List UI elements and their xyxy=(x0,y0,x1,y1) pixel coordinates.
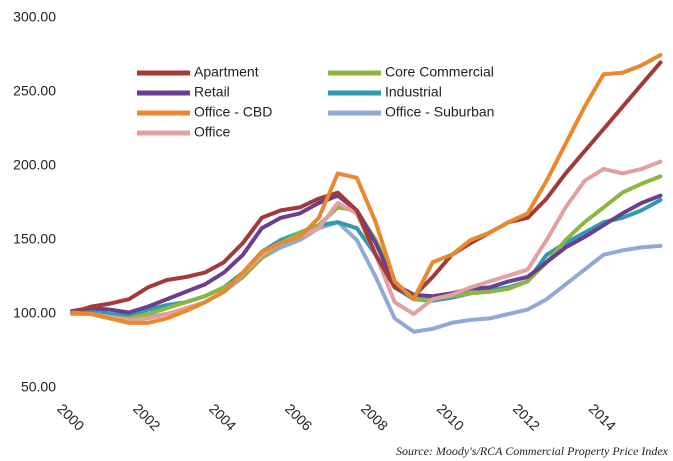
legend-label: Apartment xyxy=(194,64,259,80)
y-tick-label: 150.00 xyxy=(13,231,56,247)
x-tick-label: 2010 xyxy=(434,400,467,433)
legend-label: Office xyxy=(194,124,231,140)
x-tick-label: 2000 xyxy=(54,400,87,433)
y-tick-label: 50.00 xyxy=(21,379,56,395)
x-tick-label: 2012 xyxy=(510,400,543,433)
legend-label: Retail xyxy=(194,84,230,100)
series-line xyxy=(70,53,663,325)
y-tick-label: 300.00 xyxy=(13,9,56,25)
x-tick-label: 2004 xyxy=(206,400,239,433)
y-tick-label: 200.00 xyxy=(13,157,56,173)
legend-label: Office - CBD xyxy=(194,104,272,120)
legend-label: Office - Suburban xyxy=(385,104,494,120)
source-note: Source: Moody's/RCA Commercial Property … xyxy=(396,444,669,458)
series-line xyxy=(70,60,663,315)
y-tick-label: 250.00 xyxy=(13,83,56,99)
legend-label: Industrial xyxy=(385,84,442,100)
x-tick-label: 2008 xyxy=(358,400,391,433)
x-tick-label: 2002 xyxy=(130,400,163,433)
x-tick-label: 2014 xyxy=(586,400,619,433)
x-tick-label: 2006 xyxy=(282,400,315,433)
legend-label: Core Commercial xyxy=(385,64,494,80)
series-line xyxy=(70,193,663,315)
y-tick-label: 100.00 xyxy=(13,305,56,321)
